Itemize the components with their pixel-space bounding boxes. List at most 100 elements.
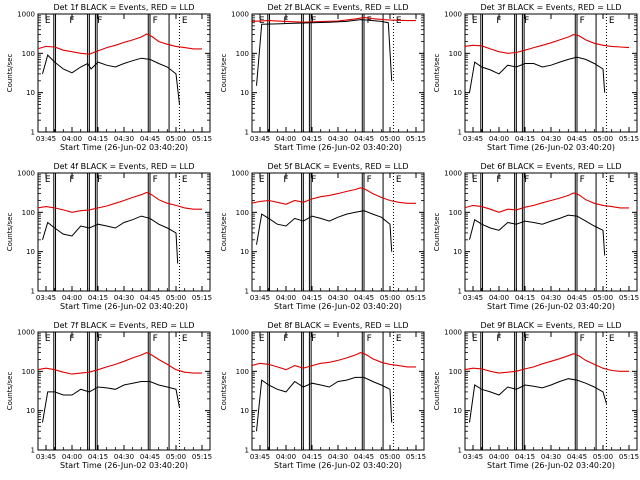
flag-label: E (472, 16, 478, 26)
flag-label: F (367, 175, 372, 185)
y-axis-label: Counts/sec (6, 54, 14, 93)
x-tick-label: 04:45 (567, 453, 587, 461)
y-tick-label: 1 (31, 447, 35, 455)
flag-label: E (609, 16, 615, 26)
x-tick-label: 04:30 (328, 294, 348, 302)
y-tick-label: 10 (240, 407, 249, 415)
x-tick-label: 04:45 (354, 135, 374, 143)
x-tick-label: 04:30 (541, 294, 561, 302)
lld-series-line (464, 353, 629, 374)
x-tick-label: 04:30 (541, 453, 561, 461)
flag-label: F (580, 175, 585, 185)
y-tick-label: 10 (26, 248, 35, 256)
lld-series-line (251, 187, 416, 205)
x-tick-label: 04:45 (140, 453, 160, 461)
panel-8: Det 8f BLACK = Events, RED = LLD 1 10 100 10… (220, 321, 426, 470)
flag-label: E (45, 334, 51, 344)
flag-label: F (367, 334, 372, 344)
flag-label: F (283, 175, 288, 185)
x-tick-label: 05:00 (380, 453, 400, 461)
flag-label: F (496, 334, 501, 344)
y-tick-label: 1000 (231, 170, 249, 178)
y-tick-label: 1 (245, 288, 249, 296)
y-tick-label: 100 (449, 368, 462, 376)
lld-series-line (37, 33, 202, 55)
x-tick-label: 04:00 (62, 135, 82, 143)
x-tick-label: 03:45 (36, 453, 56, 461)
y-tick-label: 1 (458, 288, 462, 296)
x-tick-label: 04:45 (140, 135, 160, 143)
flag-label: F (153, 16, 158, 26)
events-series-line (256, 376, 393, 432)
panel-2: Det 2f BLACK = Events, RED = LLD 1 10 100 10… (220, 3, 426, 152)
panel-title: Det 5f BLACK = Events, RED = LLD (267, 162, 408, 171)
x-tick-label: 05:15 (192, 453, 212, 461)
x-axis-label: Start Time (26-Jun-02 03:40:20) (487, 143, 615, 152)
y-tick-label: 10 (453, 89, 462, 97)
flag-label: F (97, 175, 102, 185)
x-tick-label: 04:45 (140, 294, 160, 302)
flag-label: F (580, 16, 585, 26)
y-tick-label: 1 (458, 447, 462, 455)
panel-title: Det 3f BLACK = Events, RED = LLD (480, 3, 621, 12)
x-tick-label: 03:45 (36, 135, 56, 143)
panel-title: Det 7f BLACK = Events, RED = LLD (53, 321, 194, 330)
x-tick-label: 05:15 (192, 135, 212, 143)
panel-3: Det 3f BLACK = Events, RED = LLD 1 10 100 10… (433, 3, 639, 152)
y-tick-label: 1 (245, 129, 249, 137)
panel-5: Det 5f BLACK = Events, RED = LLD 1 10 100 10… (220, 162, 426, 311)
panel-title: Det 2f BLACK = Events, RED = LLD (267, 3, 408, 12)
x-tick-label: 05:00 (593, 294, 613, 302)
y-axis-label: Counts/sec (220, 372, 228, 411)
y-tick-label: 10 (26, 407, 35, 415)
flag-label: F (311, 334, 316, 344)
x-tick-label: 04:30 (114, 135, 134, 143)
y-axis-label: Counts/sec (433, 54, 441, 93)
flag-label: F (524, 334, 529, 344)
flag-label: E (472, 175, 478, 185)
x-tick-label: 04:15 (88, 294, 108, 302)
flag-label: E (609, 334, 615, 344)
panel-1: Det 1f BLACK = Events, RED = LLD 1 10 100 10… (6, 3, 212, 152)
x-tick-label: 05:15 (619, 135, 639, 143)
x-tick-label: 05:15 (406, 294, 426, 302)
flag-label: F (524, 175, 529, 185)
x-tick-label: 04:30 (541, 135, 561, 143)
flag-label: F (283, 334, 288, 344)
x-tick-label: 04:00 (489, 294, 509, 302)
flag-label: F (311, 16, 316, 26)
x-tick-label: 04:15 (302, 453, 322, 461)
x-tick-label: 05:00 (380, 294, 400, 302)
y-tick-label: 1000 (444, 329, 462, 337)
y-tick-label: 1 (245, 447, 249, 455)
flag-label: E (609, 175, 615, 185)
y-tick-label: 1000 (231, 329, 249, 337)
y-tick-label: 10 (453, 407, 462, 415)
flag-label: E (472, 334, 478, 344)
x-tick-label: 04:15 (302, 135, 322, 143)
x-tick-label: 04:15 (88, 135, 108, 143)
y-tick-label: 1000 (231, 11, 249, 19)
y-tick-label: 1000 (17, 170, 35, 178)
x-tick-label: 04:00 (62, 294, 82, 302)
x-tick-label: 04:00 (489, 453, 509, 461)
x-tick-label: 04:00 (489, 135, 509, 143)
events-series-line (256, 210, 393, 252)
x-tick-label: 03:45 (250, 135, 270, 143)
x-tick-label: 05:15 (192, 294, 212, 302)
flag-label: F (524, 16, 529, 26)
y-tick-label: 1 (31, 288, 35, 296)
panel-6: Det 6f BLACK = Events, RED = LLD 1 10 100 10… (433, 162, 639, 311)
lld-series-line (251, 352, 416, 371)
x-tick-label: 03:45 (250, 294, 270, 302)
y-tick-label: 100 (22, 50, 35, 58)
flag-label: F (496, 16, 501, 26)
x-tick-label: 04:30 (114, 453, 134, 461)
x-tick-label: 05:00 (593, 135, 613, 143)
x-tick-label: 05:00 (380, 135, 400, 143)
events-series-line (469, 214, 606, 256)
y-axis-label: Counts/sec (220, 213, 228, 252)
flag-label: E (396, 334, 402, 344)
